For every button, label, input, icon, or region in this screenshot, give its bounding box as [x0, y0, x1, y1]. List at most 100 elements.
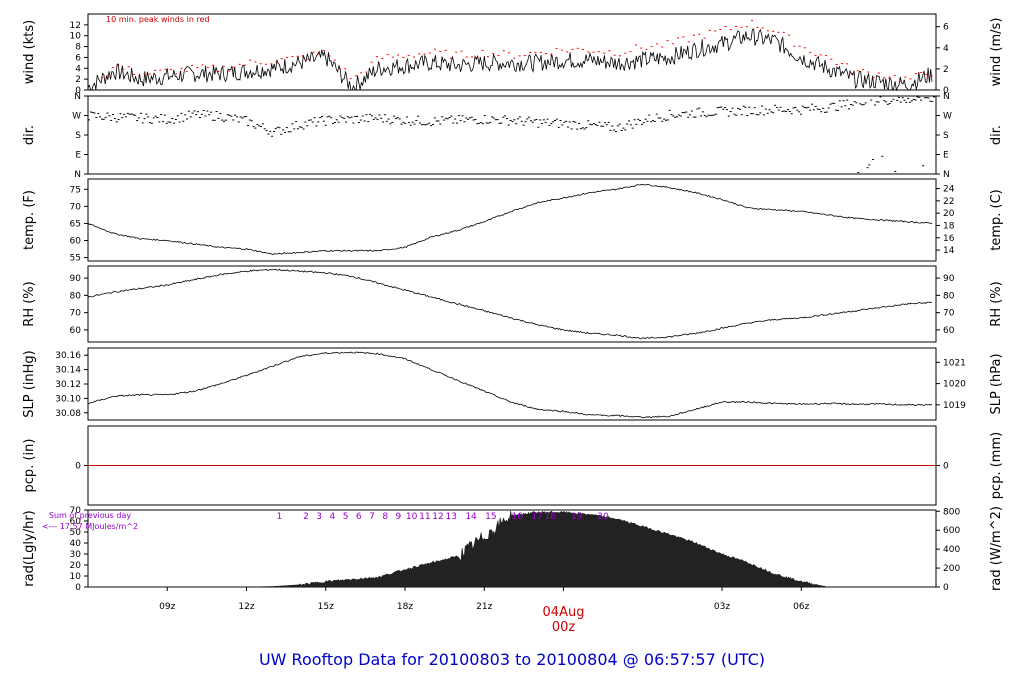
wind-peak-point	[803, 47, 806, 49]
direction-point	[596, 125, 599, 127]
wind-peak-point	[608, 50, 611, 52]
direction-point	[394, 118, 397, 120]
wind-peak-point	[270, 63, 273, 65]
direction-point	[779, 106, 782, 108]
direction-point	[108, 115, 111, 117]
direction-point	[315, 125, 318, 127]
direction-point	[363, 120, 366, 122]
direction-point	[173, 122, 176, 124]
direction-point	[933, 96, 936, 98]
wind-peak-point	[830, 58, 833, 60]
x-tick-label: 03z	[714, 602, 730, 612]
direction-point	[885, 101, 888, 103]
direction-point	[635, 123, 638, 125]
panel-4-ytick-left-label: 30.10	[55, 394, 81, 404]
direction-point	[461, 115, 464, 117]
direction-point	[102, 118, 105, 120]
direction-point	[311, 121, 314, 123]
chart-canvas: wind (kts) wind (m/s) dir. dir. temp. (F) tem…	[22, 13, 1004, 635]
direction-point	[243, 116, 246, 118]
direction-point	[533, 119, 536, 121]
direction-point	[528, 116, 531, 118]
wind-peak-point	[920, 71, 923, 73]
direction-point	[219, 112, 222, 114]
wind-peak-point	[766, 30, 769, 32]
direction-point	[404, 122, 407, 124]
wind-peak-point	[655, 43, 658, 45]
panel-0-ytick-left-label: 0	[75, 86, 81, 96]
wind-peak-point	[777, 31, 780, 33]
direction-point	[89, 111, 92, 113]
direction-point	[548, 124, 551, 126]
direction-point	[252, 126, 255, 128]
panel-1-ytick-left-label: W	[72, 112, 81, 122]
panel-0-ytick-left-label: 10	[70, 32, 82, 42]
direction-point	[115, 121, 118, 123]
panel-0-ylabel-right: wind (m/s)	[989, 18, 1004, 87]
direction-point	[576, 128, 579, 130]
direction-point	[430, 125, 433, 127]
direction-point	[411, 121, 414, 123]
wind-peak-point	[888, 77, 891, 79]
wind-peak-point	[154, 69, 157, 71]
direction-point	[250, 120, 253, 122]
direction-point	[369, 113, 372, 115]
direction-point	[184, 114, 187, 116]
direction-point	[566, 126, 569, 128]
panel-6-ytick-right-label: 800	[943, 507, 960, 517]
direction-point	[154, 115, 157, 117]
direction-point	[163, 114, 166, 116]
direction-point	[415, 120, 418, 122]
panel-6-ytick-right-label: 600	[943, 526, 960, 536]
direction-point	[805, 107, 808, 109]
direction-point	[335, 119, 338, 121]
direction-point	[134, 114, 137, 116]
direction-point	[751, 113, 754, 115]
direction-point	[627, 120, 630, 122]
direction-point	[812, 109, 815, 111]
direction-point	[272, 130, 275, 132]
direction-point	[574, 121, 577, 123]
direction-point	[903, 99, 906, 101]
direction-point	[450, 115, 453, 117]
direction-point	[652, 120, 655, 122]
radiation-hour-mark: 4	[329, 512, 335, 522]
direction-point	[126, 112, 129, 114]
panel-2-ytick-right-label: 14	[943, 246, 955, 256]
panel-2-ytick-right-label: 16	[943, 234, 955, 244]
wind-peak-point	[751, 19, 754, 21]
direction-point	[921, 165, 924, 167]
wind-peak-point	[513, 57, 516, 59]
direction-point	[570, 128, 573, 130]
direction-point	[925, 97, 928, 99]
direction-point	[860, 104, 863, 106]
direction-point	[470, 116, 473, 118]
direction-point	[529, 120, 532, 122]
direction-point	[613, 129, 616, 131]
direction-point	[896, 99, 899, 101]
direction-point	[833, 102, 836, 104]
wind-peak-point	[312, 51, 315, 53]
direction-point	[783, 110, 786, 112]
direction-point	[100, 118, 103, 120]
direction-point	[544, 121, 547, 123]
direction-point	[664, 119, 667, 121]
wind-peak-point	[840, 63, 843, 65]
direction-point	[609, 129, 612, 131]
direction-point	[775, 106, 778, 108]
direction-point	[200, 113, 203, 115]
direction-point	[91, 112, 94, 114]
radiation-hour-mark: 5	[343, 512, 349, 522]
direction-point	[492, 117, 495, 119]
direction-point	[372, 118, 375, 120]
direction-point	[559, 119, 562, 121]
direction-point	[592, 123, 595, 125]
panel-0-ytick-right-label: 2	[943, 65, 949, 75]
direction-point	[864, 102, 867, 104]
direction-point	[165, 122, 168, 124]
direction-point	[222, 120, 225, 122]
wind-peak-point	[650, 45, 653, 47]
direction-point	[276, 126, 279, 128]
direction-point	[733, 113, 736, 115]
chart-footer-title: UW Rooftop Data for 20100803 to 20100804…	[0, 650, 1024, 669]
